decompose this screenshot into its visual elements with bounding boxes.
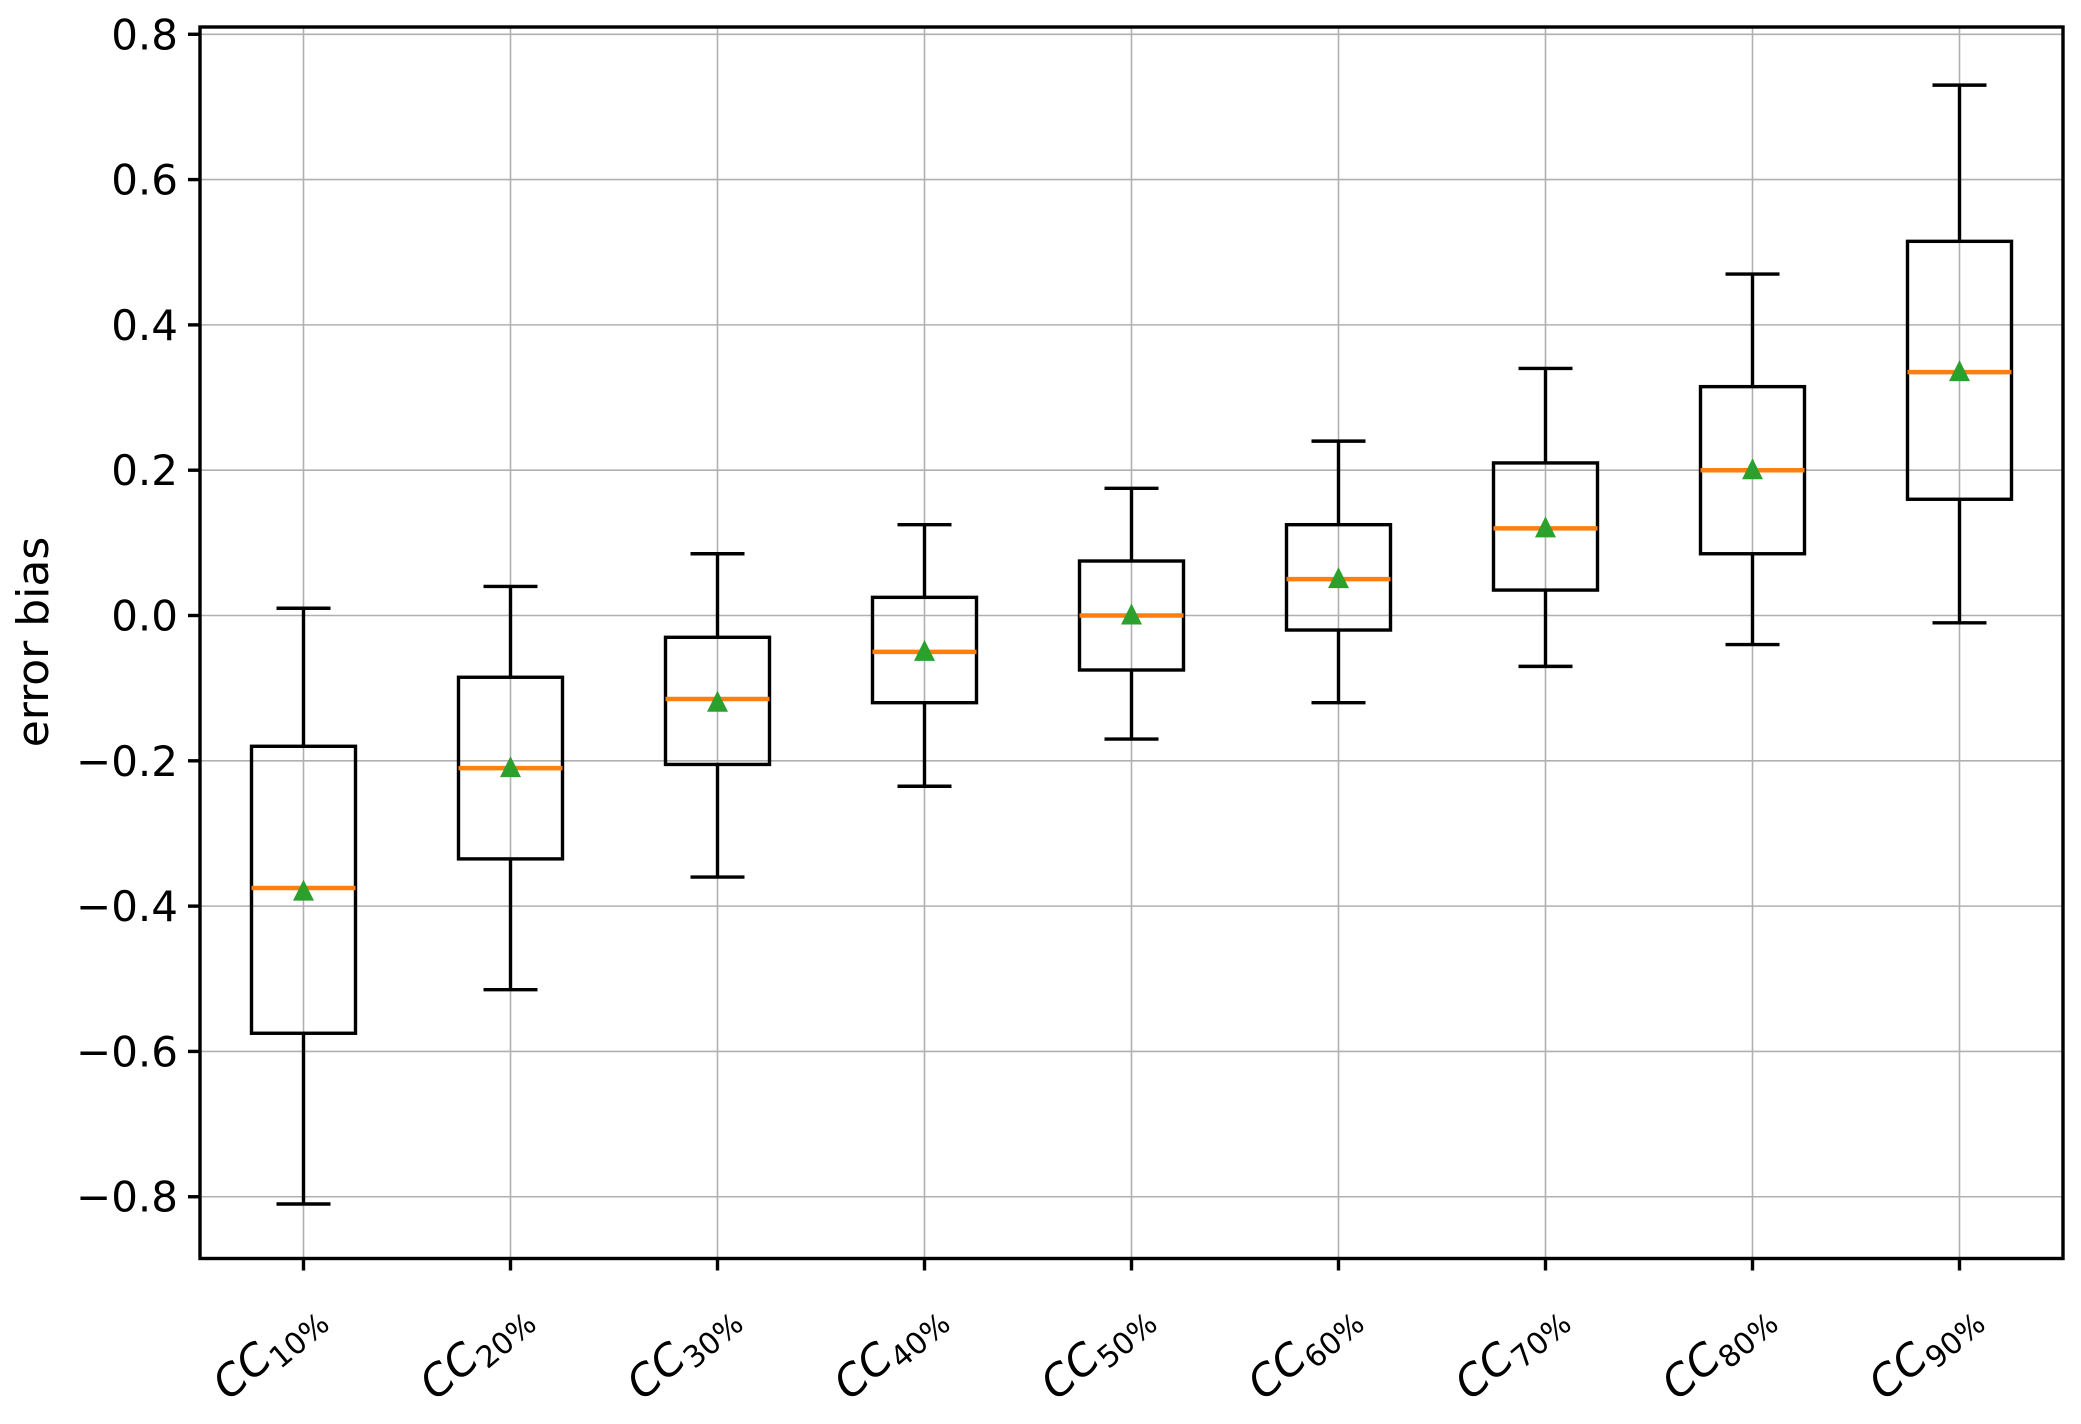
mean-marker [1949, 360, 1970, 382]
box-CC90% [1905, 83, 2014, 625]
y-tick-label: −0.8 [76, 1173, 178, 1222]
box-CC30% [663, 552, 772, 879]
y-tick-label: −0.6 [76, 1027, 178, 1076]
y-tick-label: 0.2 [111, 446, 178, 495]
mean-marker [914, 639, 935, 661]
x-tick-label: CC70% [1445, 1290, 1578, 1414]
box-CC50% [1077, 486, 1186, 741]
mean-marker [293, 879, 314, 901]
y-tick-label: −0.4 [76, 882, 178, 931]
mean-marker [1328, 567, 1349, 589]
x-tick-label: CC80% [1652, 1290, 1785, 1414]
y-tick-label: 0.4 [111, 301, 178, 350]
mean-marker [1742, 458, 1763, 480]
box-CC80% [1698, 272, 1807, 647]
box-CC60% [1284, 439, 1393, 705]
mean-marker [1121, 603, 1142, 625]
mean-marker [707, 690, 728, 712]
y-axis-label: error bias [8, 537, 59, 748]
x-tick-label: CC40% [824, 1290, 957, 1414]
x-tick-label: CC30% [617, 1290, 750, 1414]
box-CC40% [870, 522, 979, 788]
box-CC10% [249, 606, 358, 1206]
y-tick-label: 0.0 [111, 592, 178, 641]
mean-marker [500, 756, 521, 778]
x-tick-label: CC20% [410, 1290, 543, 1414]
boxes [249, 83, 2014, 1206]
y-tick-label: 0.6 [111, 156, 178, 205]
x-axis: CC10% CC20% CC30% CC40% CC50% CC60% CC70% CC80%… [203, 1258, 1992, 1414]
y-axis: 0.8 0.6 0.4 0.2 0.0 −0.2 −0.4 −0.6 −0.8 [76, 10, 200, 1222]
mean-marker [1535, 516, 1556, 538]
gridlines [200, 27, 2063, 1259]
y-tick-label: −0.2 [76, 737, 178, 786]
x-tick-label: CC60% [1238, 1290, 1371, 1414]
x-tick-label: CC50% [1031, 1290, 1164, 1414]
y-tick-label: 0.8 [111, 10, 178, 59]
x-tick-label: CC90% [1859, 1290, 1992, 1414]
box-CC70% [1491, 366, 1600, 669]
box-CC20% [456, 584, 565, 992]
x-tick-label: CC10% [203, 1290, 336, 1414]
